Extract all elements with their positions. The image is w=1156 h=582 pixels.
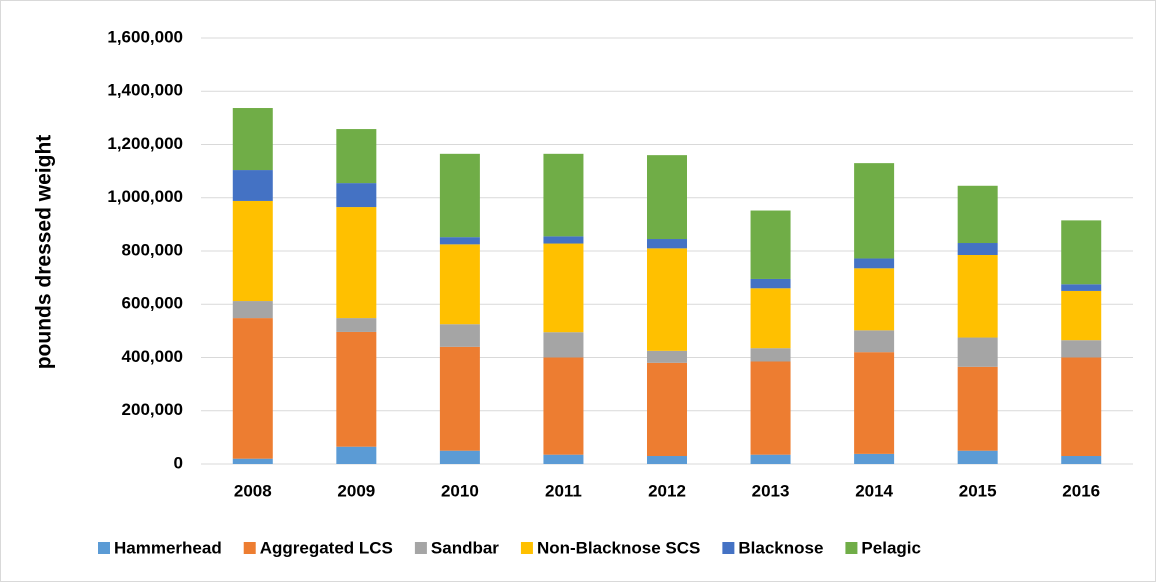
bar-segment [543,236,584,244]
legend-swatch [98,542,110,554]
bar-segment [750,348,791,362]
y-tick-label: 1,200,000 [107,134,183,153]
legend-swatch [414,542,427,554]
bar-segment [1061,284,1102,291]
x-tick-label: 2014 [855,481,893,500]
bar-segment [232,301,273,319]
bar-segment [232,170,273,201]
bar-segment [854,163,895,259]
bar-segment [543,243,584,333]
x-tick-label: 2016 [1062,481,1100,500]
bar-segment [336,331,377,447]
bar-segment [957,337,998,367]
legend-label: Blacknose [738,538,823,557]
bar-segment [336,446,377,464]
bar-segment [1061,340,1102,358]
x-tick-label: 2013 [752,481,790,500]
legend-label: Sandbar [431,538,499,557]
bar-segment [439,450,480,464]
bar-segment [543,332,584,358]
bar-segment [439,244,480,325]
y-tick-label: 1,600,000 [107,27,183,46]
legend-swatch [243,542,256,554]
bar-segment [647,456,687,464]
x-tick-label: 2008 [234,481,272,500]
x-tick-label: 2010 [441,481,479,500]
legend-label: Aggregated LCS [260,538,393,557]
bar-segment [647,350,687,363]
bar-segment [854,330,895,353]
bar-segment [647,362,687,457]
bar-segment [750,454,791,464]
bar-segment [750,288,791,349]
bar-segment [957,254,998,338]
bar-segment [957,185,998,244]
legend-label: Pelagic [861,538,921,557]
legend-label: Non-Blacknose SCS [537,538,700,557]
bar-segment [439,324,480,347]
x-tick-label: 2009 [337,481,375,500]
bar-segment [1061,290,1102,341]
bar-segment [439,153,480,238]
bar-segment [543,454,584,464]
bar-segment [854,453,895,464]
bar-segment [439,237,480,245]
y-tick-label: 200,000 [122,400,183,419]
y-tick-label: 600,000 [122,294,183,313]
y-tick-label: 400,000 [122,347,183,366]
bar-segment [336,318,377,332]
bar-segment [336,183,377,208]
y-tick-label: 0 [174,453,183,472]
bar-segment [957,366,998,451]
bar-segment [232,108,273,171]
bar-segment [1061,357,1102,457]
bar-segment [1061,456,1102,464]
legend-swatch [845,542,858,554]
bar-segment [232,200,273,302]
bar-segment [854,352,895,454]
bar-segment [1061,220,1102,285]
bar-segment [439,346,480,451]
x-tick-label: 2012 [648,481,686,500]
legend-label: Hammerhead [114,538,222,557]
bar-segment [957,450,998,464]
legend-swatch [722,542,735,554]
bar-segment [854,268,895,331]
bar-segment [750,278,791,289]
bar-segment [336,207,377,319]
bar-segment [647,248,687,351]
x-tick-label: 2015 [959,481,997,500]
y-tick-label: 1,000,000 [107,187,183,206]
bar-segment [543,153,584,237]
bar-segment [957,243,998,255]
bar-segment [647,239,687,249]
bar-segment [543,357,584,455]
y-tick-label: 800,000 [122,240,183,259]
y-tick-label: 1,400,000 [107,81,183,100]
bar-segment [232,458,273,464]
bar-segment [647,155,687,240]
bar-segment [336,129,377,184]
x-tick-label: 2011 [545,481,582,500]
bar-segment [232,318,273,459]
legend-swatch [520,542,533,554]
bar-segment [750,210,791,279]
y-axis-label: pounds dressed weight [33,135,56,370]
bar-segment [750,361,791,455]
bar-segment [854,258,895,269]
